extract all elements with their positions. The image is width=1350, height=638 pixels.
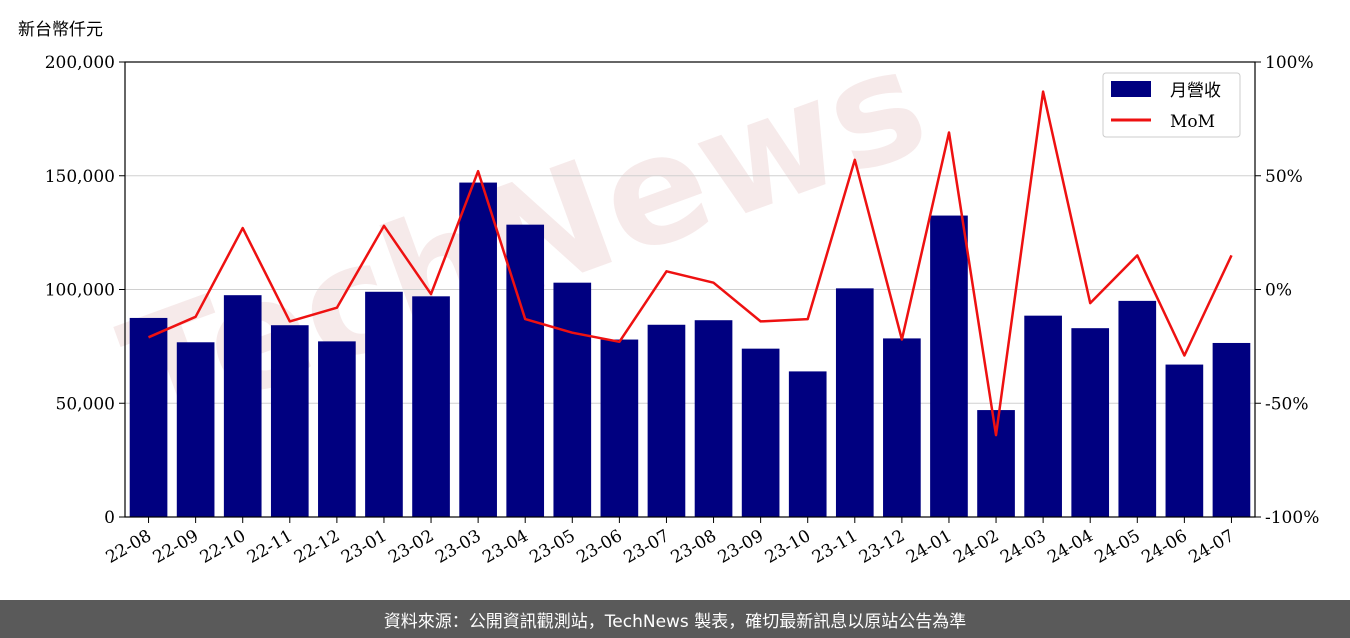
- right-tick-label-2: 0%: [1265, 281, 1292, 301]
- x-tick-label-23-08: 23-08: [668, 526, 720, 568]
- x-tick-label-22-09: 22-09: [150, 526, 202, 568]
- left-tick-label-3: 150,000: [45, 167, 115, 187]
- right-tick-label-0: -100%: [1265, 508, 1319, 528]
- bar-23-05: [553, 282, 592, 517]
- legend-bar-swatch: [1111, 81, 1151, 97]
- bar-23-08: [694, 320, 733, 517]
- x-tick-label-22-11: 22-11: [244, 526, 296, 568]
- x-tick-label-24-06: 24-06: [1138, 526, 1190, 568]
- bar-23-04: [506, 224, 545, 517]
- bar-23-03: [459, 182, 497, 517]
- bar-22-12: [318, 341, 356, 517]
- bar-24-06: [1165, 364, 1204, 517]
- bar-23-07: [647, 324, 686, 517]
- bar-23-11: [835, 288, 874, 517]
- legend-line-label: MoM: [1170, 112, 1215, 132]
- legend-bar-label: 月營收: [1170, 81, 1221, 101]
- x-tick-label-23-07: 23-07: [621, 526, 673, 568]
- x-tick-label-24-04: 24-04: [1044, 526, 1096, 568]
- left-tick-label-2: 100,000: [45, 281, 115, 301]
- x-tick-label-23-06: 23-06: [573, 526, 625, 568]
- revenue-bars: [129, 182, 1251, 517]
- bar-24-07: [1212, 342, 1251, 517]
- bar-22-09: [176, 342, 215, 517]
- x-tick-label-23-04: 23-04: [479, 526, 531, 568]
- x-tick-label-23-10: 23-10: [762, 526, 814, 568]
- bar-24-05: [1118, 300, 1157, 517]
- bar-23-02: [412, 296, 450, 517]
- bar-23-09: [741, 348, 780, 517]
- x-tick-label-22-08: 22-08: [103, 526, 155, 568]
- source-note: 資料來源：公開資訊觀測站，TechNews 製表，確切最新訊息以原站公告為準: [383, 611, 967, 632]
- left-tick-label-1: 50,000: [56, 394, 115, 414]
- x-tick-label-23-05: 23-05: [526, 526, 578, 568]
- chart-canvas: TechNews 新台幣仟元 050,000100,000150,000200,…: [18, 15, 1319, 568]
- unit-label: 新台幣仟元: [18, 20, 103, 40]
- right-tick-label-1: -50%: [1265, 394, 1309, 414]
- bar-24-01: [930, 215, 968, 517]
- x-tick-label-24-05: 24-05: [1091, 526, 1143, 568]
- gridlines: [125, 175, 1255, 404]
- x-tick-label-23-02: 23-02: [385, 526, 437, 568]
- right-tick-label-4: 100%: [1265, 53, 1314, 73]
- x-tick-label-23-01: 23-01: [338, 526, 390, 568]
- bar-22-11: [270, 325, 309, 517]
- bar-23-12: [883, 338, 921, 517]
- bar-23-01: [365, 291, 403, 517]
- left-tick-label-4: 200,000: [45, 53, 115, 73]
- bar-23-06: [600, 339, 639, 517]
- x-tick-label-24-03: 24-03: [997, 526, 1049, 568]
- x-tick-label-22-12: 22-12: [291, 526, 343, 568]
- x-tick-label-23-09: 23-09: [715, 526, 767, 568]
- bar-23-10: [788, 371, 827, 517]
- legend: 月營收 MoM: [1102, 72, 1241, 138]
- bar-22-08: [129, 317, 168, 517]
- mom-line: [148, 90, 1233, 437]
- x-tick-label-24-02: 24-02: [950, 526, 1002, 568]
- bar-24-03: [1024, 315, 1062, 517]
- x-tick-label-22-10: 22-10: [197, 526, 249, 568]
- left-tick-label-0: 0: [104, 508, 115, 528]
- source-footer: 資料來源：公開資訊觀測站，TechNews 製表，確切最新訊息以原站公告為準: [0, 600, 1350, 638]
- x-tick-label-24-01: 24-01: [903, 526, 955, 568]
- x-tick-label-24-07: 24-07: [1186, 526, 1238, 568]
- mom-line-series: [148, 90, 1233, 437]
- right-tick-label-3: 50%: [1265, 167, 1303, 187]
- x-tick-label-23-12: 23-12: [856, 526, 908, 568]
- x-tick-label-23-11: 23-11: [809, 526, 861, 568]
- bar-24-04: [1071, 328, 1110, 517]
- x-tick-label-23-03: 23-03: [432, 526, 484, 568]
- bar-22-10: [223, 295, 262, 517]
